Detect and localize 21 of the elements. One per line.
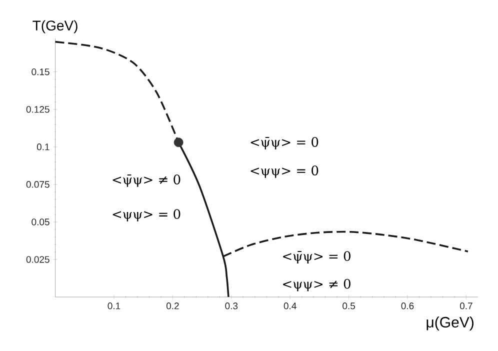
annotation: <ψ̄ψ> = 0 bbox=[250, 136, 318, 150]
x-tick-label: 0.1 bbox=[108, 302, 120, 310]
y-axis-title: T(GeV) bbox=[32, 20, 78, 34]
annotation: <ψψ> = 0 bbox=[250, 166, 318, 178]
x-tick-label: 0.2 bbox=[166, 302, 179, 310]
y-tick-label: 0.15 bbox=[32, 68, 50, 76]
y-tick-label: 0.125 bbox=[26, 106, 50, 113]
y-tick-label: 0.05 bbox=[32, 218, 50, 226]
x-tick-label: 0.4 bbox=[284, 302, 296, 310]
y-tick-label: 0.025 bbox=[26, 256, 50, 263]
x-tick-label: 0.7 bbox=[460, 302, 472, 310]
x-tick-label: 0.6 bbox=[401, 302, 414, 310]
x-axis-title: μ(GeV) bbox=[426, 316, 474, 331]
annotation: <ψ̄ψ> = 0 bbox=[283, 251, 350, 264]
annotation: <ψψ> = 0 bbox=[112, 209, 180, 222]
x-tick-label: 0.3 bbox=[225, 302, 238, 310]
y-tick-label: 0.1 bbox=[36, 144, 50, 150]
annotation: <ψ̄ψ> ≠ 0 bbox=[112, 174, 180, 187]
x-tick-label: 0.5 bbox=[342, 302, 356, 310]
y-tick-label: 0.075 bbox=[26, 181, 50, 188]
annotation: <ψψ> ≠ 0 bbox=[283, 278, 350, 292]
